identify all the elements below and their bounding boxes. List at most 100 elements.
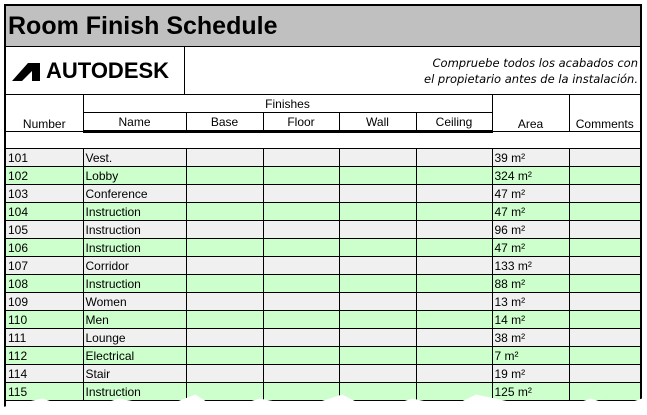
cell-floor[interactable]: [262, 328, 340, 347]
cell-floor[interactable]: [262, 148, 340, 167]
cell-number[interactable]: 105: [6, 220, 84, 239]
cell-floor[interactable]: [262, 292, 340, 311]
cell-base[interactable]: [185, 274, 264, 293]
cell-comments[interactable]: [568, 238, 640, 257]
cell-area[interactable]: 38 m²: [491, 328, 570, 347]
cell-base[interactable]: [185, 364, 264, 383]
cell-name[interactable]: Corridor: [82, 256, 187, 275]
cell-floor[interactable]: [262, 202, 340, 221]
cell-name[interactable]: Lounge: [82, 328, 187, 347]
cell-name[interactable]: Electrical: [82, 346, 187, 365]
cell-base[interactable]: [185, 292, 264, 311]
cell-floor[interactable]: [262, 274, 340, 293]
cell-comments[interactable]: [568, 220, 640, 239]
cell-base[interactable]: [185, 220, 264, 239]
cell-wall[interactable]: [338, 328, 417, 347]
cell-base[interactable]: [185, 310, 264, 329]
cell-number[interactable]: 102: [6, 166, 84, 185]
cell-wall[interactable]: [338, 274, 417, 293]
cell-wall[interactable]: [338, 184, 417, 203]
cell-floor[interactable]: [262, 166, 340, 185]
cell-number[interactable]: 114: [6, 364, 84, 383]
cell-wall[interactable]: [338, 220, 417, 239]
cell-base[interactable]: [185, 166, 264, 185]
table-row[interactable]: 110 Men 14 m²: [6, 310, 640, 329]
cell-area[interactable]: 125 m²: [491, 382, 570, 401]
table-row[interactable]: 112 Electrical 7 m²: [6, 346, 640, 365]
cell-comments[interactable]: [568, 256, 640, 275]
cell-number[interactable]: 115: [6, 382, 84, 401]
cell-floor[interactable]: [262, 238, 340, 257]
cell-number[interactable]: 110: [6, 310, 84, 329]
cell-area[interactable]: 133 m²: [491, 256, 570, 275]
cell-area[interactable]: 324 m²: [491, 166, 570, 185]
cell-floor[interactable]: [262, 310, 340, 329]
cell-number[interactable]: 103: [6, 184, 84, 203]
table-row[interactable]: 106 Instruction 47 m²: [6, 238, 640, 257]
cell-name[interactable]: Women: [82, 292, 187, 311]
cell-comments[interactable]: [568, 202, 640, 221]
cell-base[interactable]: [185, 148, 264, 167]
cell-ceiling[interactable]: [415, 220, 493, 239]
cell-comments[interactable]: [568, 274, 640, 293]
cell-wall[interactable]: [338, 382, 417, 401]
table-row[interactable]: 102 Lobby 324 m²: [6, 166, 640, 185]
cell-ceiling[interactable]: [415, 310, 493, 329]
cell-name[interactable]: Instruction: [82, 382, 187, 401]
cell-area[interactable]: 47 m²: [491, 184, 570, 203]
cell-base[interactable]: [185, 184, 264, 203]
cell-number[interactable]: 107: [6, 256, 84, 275]
cell-area[interactable]: 39 m²: [491, 148, 570, 167]
table-row[interactable]: 107 Corridor 133 m²: [6, 256, 640, 275]
cell-ceiling[interactable]: [415, 346, 493, 365]
cell-ceiling[interactable]: [415, 382, 493, 401]
table-row[interactable]: 103 Conference 47 m²: [6, 184, 640, 203]
cell-ceiling[interactable]: [415, 364, 493, 383]
cell-wall[interactable]: [338, 364, 417, 383]
cell-ceiling[interactable]: [415, 274, 493, 293]
cell-base[interactable]: [185, 328, 264, 347]
cell-comments[interactable]: [568, 148, 640, 167]
cell-number[interactable]: 111: [6, 328, 84, 347]
cell-comments[interactable]: [568, 346, 640, 365]
cell-area[interactable]: 47 m²: [491, 202, 570, 221]
cell-wall[interactable]: [338, 292, 417, 311]
cell-number[interactable]: 108: [6, 274, 84, 293]
cell-comments[interactable]: [568, 364, 640, 383]
cell-ceiling[interactable]: [415, 328, 493, 347]
cell-floor[interactable]: [262, 346, 340, 365]
cell-area[interactable]: 96 m²: [491, 220, 570, 239]
table-row[interactable]: 101 Vest. 39 m²: [6, 148, 640, 167]
cell-ceiling[interactable]: [415, 292, 493, 311]
cell-ceiling[interactable]: [415, 256, 493, 275]
cell-wall[interactable]: [338, 256, 417, 275]
cell-number[interactable]: 104: [6, 202, 84, 221]
cell-number[interactable]: 109: [6, 292, 84, 311]
cell-number[interactable]: 101: [6, 148, 84, 167]
table-row[interactable]: 111 Lounge 38 m²: [6, 328, 640, 347]
cell-base[interactable]: [185, 346, 264, 365]
cell-comments[interactable]: [568, 166, 640, 185]
cell-name[interactable]: Stair: [82, 364, 187, 383]
cell-name[interactable]: Instruction: [82, 238, 187, 257]
cell-comments[interactable]: [568, 184, 640, 203]
cell-comments[interactable]: [568, 328, 640, 347]
cell-area[interactable]: 88 m²: [491, 274, 570, 293]
cell-name[interactable]: Instruction: [82, 202, 187, 221]
cell-floor[interactable]: [262, 382, 340, 401]
cell-name[interactable]: Vest.: [82, 148, 187, 167]
cell-base[interactable]: [185, 256, 264, 275]
cell-floor[interactable]: [262, 364, 340, 383]
cell-comments[interactable]: [568, 292, 640, 311]
cell-ceiling[interactable]: [415, 166, 493, 185]
cell-wall[interactable]: [338, 310, 417, 329]
cell-wall[interactable]: [338, 148, 417, 167]
cell-number[interactable]: 106: [6, 238, 84, 257]
cell-floor[interactable]: [262, 256, 340, 275]
cell-floor[interactable]: [262, 184, 340, 203]
cell-name[interactable]: Men: [82, 310, 187, 329]
cell-wall[interactable]: [338, 166, 417, 185]
cell-ceiling[interactable]: [415, 202, 493, 221]
cell-area[interactable]: 7 m²: [491, 346, 570, 365]
cell-number[interactable]: 112: [6, 346, 84, 365]
